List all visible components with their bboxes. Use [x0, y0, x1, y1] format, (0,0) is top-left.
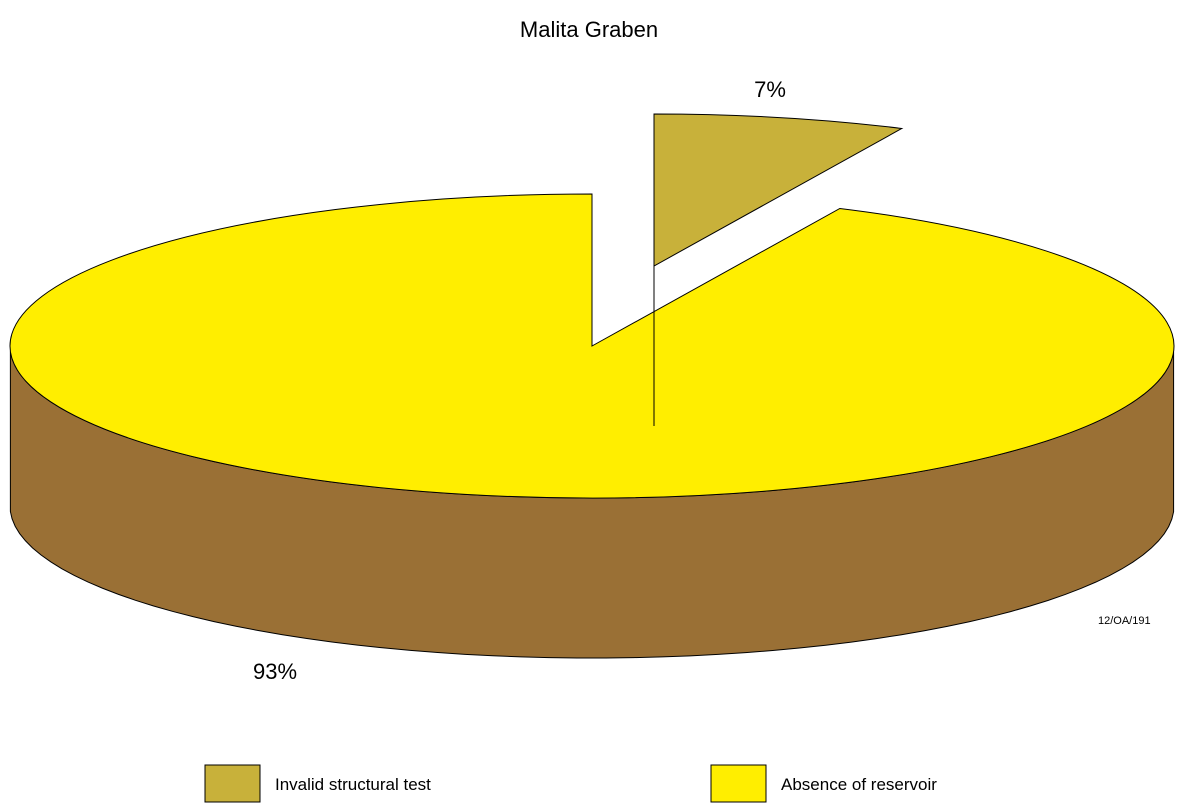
legend-swatch-absence-of-reservoir [710, 764, 767, 803]
data-label-invalid-structural-test: 7% [754, 77, 786, 102]
slice-absence-of-reservoir [9, 193, 1175, 659]
slice-top-invalid-structural-test [653, 113, 904, 267]
legend-label-invalid-structural-test: Invalid structural test [275, 775, 431, 794]
legend-swatch-invalid-structural-test [204, 764, 261, 803]
pie-slices [9, 113, 1175, 659]
slice-invalid-structural-test [653, 113, 904, 426]
data-label-absence-of-reservoir: 93% [253, 659, 297, 684]
legend-item-invalid-structural-test: Invalid structural test [204, 764, 431, 803]
reference-code: 12/OA/191 [1098, 615, 1151, 627]
slice-top-absence-of-reservoir [9, 193, 1175, 499]
legend-item-absence-of-reservoir: Absence of reservoir [710, 764, 937, 803]
chart-title: Malita Graben [520, 17, 658, 42]
legend-label-absence-of-reservoir: Absence of reservoir [781, 775, 937, 794]
legend: Invalid structural test Absence of reser… [204, 764, 937, 803]
